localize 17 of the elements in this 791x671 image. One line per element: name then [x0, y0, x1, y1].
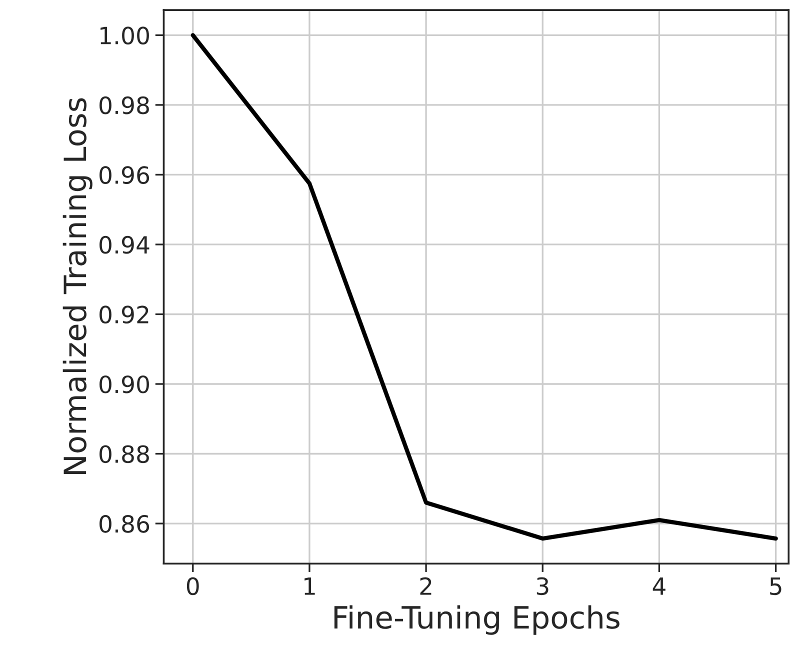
x-tick-label: 0 — [186, 577, 199, 596]
y-tick-label: 0.94 — [100, 236, 150, 254]
y-tick-label: 0.90 — [100, 375, 149, 394]
y-tick-label: 0.98 — [100, 96, 149, 114]
y-tick-label: 0.96 — [100, 166, 150, 184]
x-tick-label: 1 — [304, 578, 315, 595]
y-axis-title: Normalized Training Loss — [62, 98, 92, 474]
x-tick-label: 2 — [420, 577, 432, 595]
y-tick-label: 0.92 — [100, 306, 148, 324]
y-tick-label: 0.88 — [100, 445, 149, 464]
x-tick-label: 3 — [536, 577, 548, 596]
x-axis-title: Fine-Tuning Epochs — [334, 605, 620, 635]
y-tick-label: 0.86 — [100, 514, 150, 533]
line-series — [190, 33, 778, 541]
y-tick-label: 1.00 — [100, 26, 149, 44]
x-tick-label: 5 — [770, 578, 782, 596]
x-tick-label: 4 — [652, 578, 666, 595]
